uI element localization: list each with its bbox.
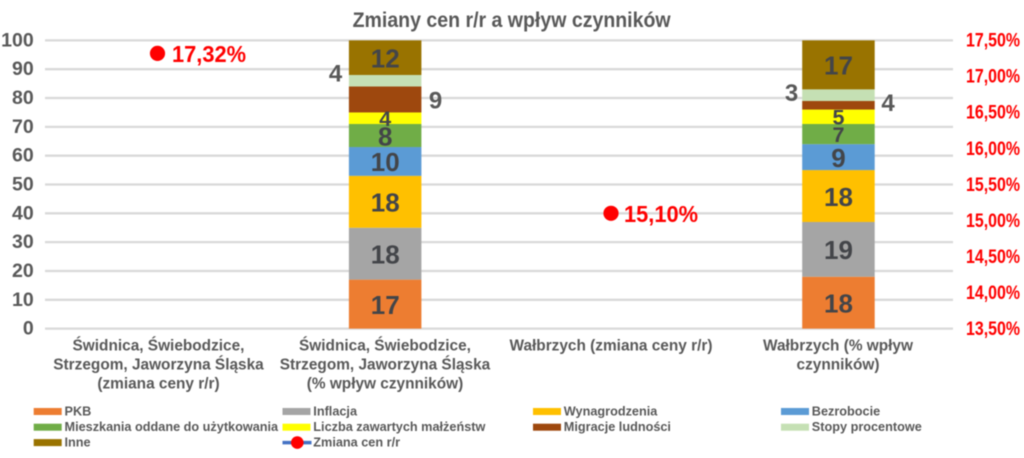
svg-text:Strzegom, Jaworzyna Śląska: Strzegom, Jaworzyna Śląska <box>280 356 491 374</box>
svg-text:16,50%: 16,50% <box>966 103 1020 124</box>
svg-text:Strzegom, Jaworzyna Śląska: Strzegom, Jaworzyna Śląska <box>53 356 264 374</box>
svg-text:17,32%: 17,32% <box>172 41 246 67</box>
svg-text:12: 12 <box>371 44 400 74</box>
svg-text:czynników): czynników) <box>797 357 880 374</box>
svg-text:19: 19 <box>824 235 853 265</box>
svg-text:Bezrobocie: Bezrobocie <box>812 405 880 419</box>
svg-text:Mieszkania oddane do użytkowan: Mieszkania oddane do użytkowania <box>65 420 280 434</box>
svg-text:4: 4 <box>881 90 895 117</box>
svg-text:18: 18 <box>371 188 400 218</box>
svg-text:Inne: Inne <box>65 436 91 450</box>
svg-text:7: 7 <box>833 123 845 147</box>
svg-text:17,00%: 17,00% <box>966 67 1020 88</box>
svg-text:3: 3 <box>785 80 798 107</box>
svg-text:18: 18 <box>824 289 853 319</box>
svg-text:18: 18 <box>371 240 400 270</box>
svg-text:40: 40 <box>12 202 34 224</box>
svg-text:80: 80 <box>12 87 34 109</box>
svg-text:PKB: PKB <box>65 405 92 419</box>
svg-text:10: 10 <box>12 289 34 311</box>
svg-text:(% wpływ czynników): (% wpływ czynników) <box>307 376 464 393</box>
svg-text:100: 100 <box>1 29 34 51</box>
svg-text:14,00%: 14,00% <box>966 283 1020 304</box>
svg-text:17,50%: 17,50% <box>966 31 1020 52</box>
svg-text:Zmiana cen r/r: Zmiana cen r/r <box>313 436 400 450</box>
svg-text:60: 60 <box>12 145 34 167</box>
svg-text:30: 30 <box>12 231 34 253</box>
svg-text:Migracje ludności: Migracje ludności <box>564 420 671 434</box>
svg-text:18: 18 <box>824 182 853 212</box>
svg-text:Liczba zawartych małżeństw: Liczba zawartych małżeństw <box>313 420 485 434</box>
svg-text:Wałbrzych (% wpływ: Wałbrzych (% wpływ <box>763 338 913 355</box>
svg-text:90: 90 <box>12 58 34 80</box>
svg-text:50: 50 <box>12 174 34 196</box>
svg-text:5: 5 <box>833 106 845 130</box>
svg-text:15,10%: 15,10% <box>624 201 698 227</box>
svg-text:8: 8 <box>378 121 392 151</box>
svg-text:70: 70 <box>12 116 34 138</box>
svg-text:15,50%: 15,50% <box>966 175 1020 196</box>
svg-text:Świdnica, Świebodzice,: Świdnica, Świebodzice, <box>299 337 471 355</box>
svg-text:16,00%: 16,00% <box>966 139 1020 160</box>
svg-text:4: 4 <box>329 61 343 88</box>
svg-text:Inflacja: Inflacja <box>313 405 358 419</box>
svg-text:9: 9 <box>429 88 442 115</box>
svg-text:Stopy procentowe: Stopy procentowe <box>812 420 922 434</box>
svg-text:Wynagrodzenia: Wynagrodzenia <box>564 405 658 419</box>
svg-text:(zmiana ceny r/r): (zmiana ceny r/r) <box>97 376 219 393</box>
svg-text:13,50%: 13,50% <box>966 319 1020 340</box>
svg-text:0: 0 <box>23 318 34 340</box>
svg-text:Zmiany cen r/r a wpływ czynnik: Zmiany cen r/r a wpływ czynników <box>353 8 671 32</box>
svg-text:Wałbrzych (zmiana ceny r/r): Wałbrzych (zmiana ceny r/r) <box>510 338 713 355</box>
svg-text:15,00%: 15,00% <box>966 211 1020 232</box>
svg-text:10: 10 <box>371 147 400 177</box>
svg-text:9: 9 <box>831 143 845 173</box>
svg-text:20: 20 <box>12 260 34 282</box>
svg-text:17: 17 <box>824 51 853 81</box>
svg-text:17: 17 <box>371 290 400 320</box>
svg-text:14,50%: 14,50% <box>966 247 1020 268</box>
svg-text:Świdnica, Świebodzice,: Świdnica, Świebodzice, <box>73 337 245 355</box>
svg-text:4: 4 <box>379 107 391 131</box>
